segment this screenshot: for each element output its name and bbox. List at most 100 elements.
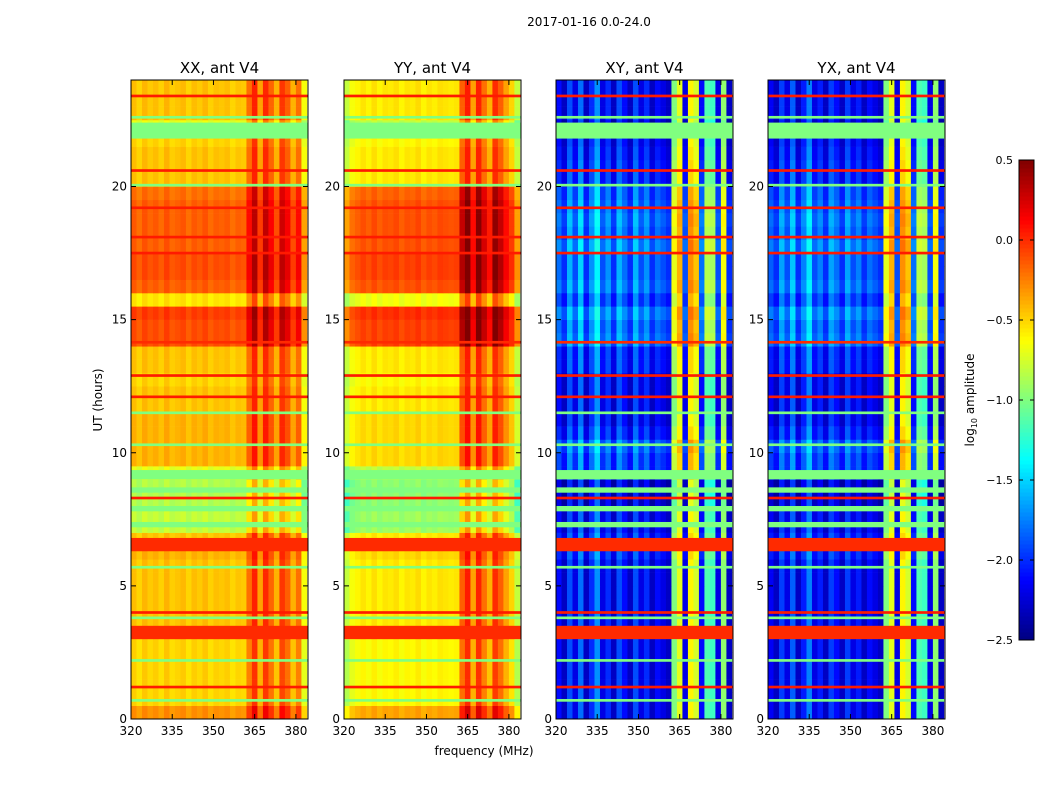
heatmap-cell bbox=[131, 173, 137, 187]
heatmap-cell bbox=[393, 279, 400, 294]
heatmap-cell bbox=[152, 506, 159, 520]
heatmap-cell bbox=[687, 146, 694, 161]
heatmap-cell bbox=[866, 705, 873, 720]
heatmap-cell bbox=[855, 665, 862, 680]
heatmap-cell bbox=[704, 319, 711, 334]
heatmap-cell bbox=[682, 306, 689, 320]
heatmap-cell bbox=[583, 599, 590, 613]
heatmap-cell bbox=[583, 412, 590, 427]
heatmap-cell bbox=[257, 426, 264, 440]
axes-frame bbox=[130, 79, 309, 720]
heatmap-cell bbox=[599, 146, 606, 161]
heatmap-cell bbox=[229, 133, 236, 147]
y-tick-label: 10 bbox=[325, 446, 340, 460]
flagged-band bbox=[131, 470, 308, 480]
heatmap-cell bbox=[393, 412, 400, 427]
heatmap-cell bbox=[693, 133, 700, 147]
heatmap-cell bbox=[709, 372, 716, 387]
heatmap-cell bbox=[415, 253, 422, 267]
heatmap-cell bbox=[486, 359, 493, 374]
heatmap-cell bbox=[246, 665, 253, 680]
heatmap-cell bbox=[185, 612, 192, 627]
heatmap-cell bbox=[409, 293, 416, 307]
heatmap-cell bbox=[632, 506, 639, 520]
heatmap-cell bbox=[583, 159, 590, 174]
heatmap-cell bbox=[262, 399, 269, 414]
heatmap-cell bbox=[136, 226, 143, 241]
heatmap-cell bbox=[163, 346, 170, 360]
heatmap-cell bbox=[354, 186, 361, 201]
heatmap-cell bbox=[693, 159, 700, 174]
y-tick-label: 10 bbox=[112, 446, 127, 460]
heatmap-cell bbox=[566, 572, 573, 587]
heatmap-cell bbox=[163, 106, 170, 121]
heatmap-cell bbox=[152, 173, 159, 187]
heatmap-cell bbox=[213, 279, 220, 294]
heatmap-cell bbox=[453, 386, 460, 400]
heatmap-cell bbox=[246, 612, 253, 627]
heatmap-cell bbox=[268, 279, 275, 294]
heatmap-cell bbox=[163, 372, 170, 387]
heatmap-cell bbox=[415, 426, 422, 440]
heatmap-cell bbox=[687, 439, 694, 454]
flagged-band bbox=[556, 206, 733, 210]
heatmap-cell bbox=[152, 93, 159, 107]
heatmap-cell bbox=[508, 386, 515, 400]
heatmap-cell bbox=[131, 545, 137, 560]
heatmap-cell bbox=[665, 439, 672, 454]
heatmap-cell bbox=[404, 253, 411, 267]
heatmap-cell bbox=[240, 506, 247, 520]
heatmap-cell bbox=[720, 346, 727, 360]
heatmap-cell bbox=[273, 319, 280, 334]
heatmap-cell bbox=[594, 452, 601, 467]
heatmap-cell bbox=[442, 332, 449, 347]
heatmap-cell bbox=[643, 506, 650, 520]
heatmap-cell bbox=[459, 279, 466, 294]
heatmap-cell bbox=[360, 319, 367, 334]
heatmap-cell bbox=[503, 133, 510, 147]
heatmap-cell bbox=[583, 399, 590, 414]
heatmap-cell bbox=[207, 612, 214, 627]
x-tick-label: 380 bbox=[709, 724, 732, 738]
heatmap-cell bbox=[246, 452, 253, 467]
heatmap-cell bbox=[638, 306, 645, 320]
heatmap-cell bbox=[822, 639, 829, 653]
x-tick-label: 350 bbox=[202, 724, 225, 738]
heatmap-cell bbox=[693, 545, 700, 560]
heatmap-cell bbox=[497, 266, 504, 280]
heatmap-cell bbox=[136, 266, 143, 280]
heatmap-cell bbox=[566, 599, 573, 613]
heatmap-cell bbox=[643, 372, 650, 387]
heatmap-cell bbox=[503, 332, 510, 347]
heatmap-cell bbox=[470, 293, 477, 307]
heatmap-cell bbox=[196, 426, 203, 440]
heatmap-cell bbox=[158, 80, 165, 94]
heatmap-cell bbox=[497, 346, 504, 360]
flagged-band bbox=[344, 251, 521, 255]
heatmap-cell bbox=[301, 585, 308, 600]
heatmap-cell bbox=[262, 106, 269, 121]
heatmap-cell bbox=[676, 133, 683, 147]
heatmap-cell bbox=[229, 306, 236, 320]
heatmap-cell bbox=[409, 80, 416, 94]
heatmap-cell bbox=[704, 399, 711, 414]
heatmap-cell bbox=[185, 293, 192, 307]
heatmap-cell bbox=[437, 239, 444, 254]
heatmap-cell bbox=[654, 479, 661, 493]
heatmap-cell bbox=[196, 386, 203, 400]
flagged-band bbox=[344, 206, 521, 210]
heatmap-cell bbox=[720, 572, 727, 587]
heatmap-cell bbox=[720, 386, 727, 400]
heatmap-cell bbox=[279, 386, 286, 400]
heatmap-cell bbox=[382, 412, 389, 427]
heatmap-cell bbox=[218, 359, 225, 374]
heatmap-cell bbox=[470, 279, 477, 294]
heatmap-cell bbox=[371, 133, 378, 147]
heatmap-cell bbox=[448, 439, 455, 454]
heatmap-cell bbox=[257, 705, 264, 720]
heatmap-cell bbox=[572, 372, 579, 387]
heatmap-cell bbox=[415, 572, 422, 587]
heatmap-cell bbox=[131, 293, 137, 307]
heatmap-cell bbox=[698, 452, 705, 467]
heatmap-cell bbox=[572, 479, 579, 493]
